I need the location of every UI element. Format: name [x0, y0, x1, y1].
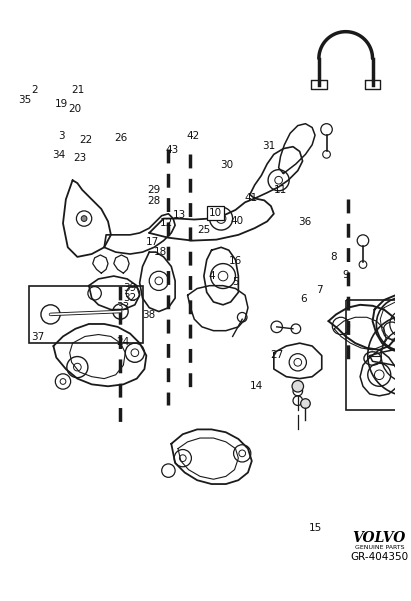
- Text: 37: 37: [31, 332, 45, 342]
- Text: 19: 19: [55, 99, 68, 109]
- Text: 11: 11: [274, 185, 287, 195]
- Text: 3: 3: [58, 132, 65, 141]
- Text: GR-404350: GR-404350: [350, 552, 408, 562]
- Text: 5: 5: [232, 277, 238, 287]
- Text: 43: 43: [165, 145, 179, 154]
- Text: 29: 29: [147, 185, 160, 195]
- Text: 14: 14: [250, 381, 263, 391]
- Text: 30: 30: [221, 160, 234, 170]
- Text: 9: 9: [342, 270, 349, 279]
- Text: 23: 23: [73, 153, 86, 163]
- Text: 32: 32: [123, 293, 136, 303]
- Circle shape: [81, 216, 87, 221]
- Text: 33: 33: [116, 302, 129, 313]
- Text: 6: 6: [301, 294, 307, 304]
- Text: 18: 18: [154, 246, 167, 257]
- Text: 7: 7: [316, 285, 323, 295]
- Text: 15: 15: [309, 523, 323, 533]
- Text: 34: 34: [52, 150, 66, 160]
- Text: 26: 26: [114, 133, 127, 143]
- Circle shape: [403, 275, 411, 348]
- Text: 35: 35: [18, 95, 31, 105]
- Circle shape: [301, 398, 310, 408]
- Circle shape: [292, 380, 304, 392]
- Text: 27: 27: [270, 350, 283, 360]
- Text: 10: 10: [209, 208, 222, 218]
- Text: 2: 2: [31, 85, 37, 96]
- Text: 12: 12: [159, 218, 173, 228]
- Text: 40: 40: [231, 216, 244, 226]
- Text: 28: 28: [148, 197, 161, 206]
- Text: GENUINE PARTS: GENUINE PARTS: [355, 545, 404, 550]
- Text: 22: 22: [79, 135, 92, 145]
- Text: 31: 31: [262, 141, 275, 151]
- Circle shape: [397, 319, 409, 330]
- Text: 38: 38: [142, 310, 155, 320]
- Text: 20: 20: [68, 104, 81, 114]
- Text: 41: 41: [244, 193, 257, 203]
- Text: 42: 42: [186, 132, 200, 141]
- Text: VOLVO: VOLVO: [353, 531, 406, 545]
- Text: 39: 39: [123, 283, 136, 293]
- Text: 13: 13: [173, 210, 187, 220]
- Text: 17: 17: [146, 237, 159, 247]
- Text: 25: 25: [197, 225, 210, 235]
- Text: 24: 24: [116, 337, 129, 347]
- Text: 8: 8: [330, 252, 337, 262]
- Circle shape: [398, 346, 411, 365]
- Text: 4: 4: [208, 271, 215, 281]
- Text: 21: 21: [71, 85, 84, 96]
- Text: 36: 36: [298, 217, 312, 227]
- Text: 16: 16: [229, 257, 242, 266]
